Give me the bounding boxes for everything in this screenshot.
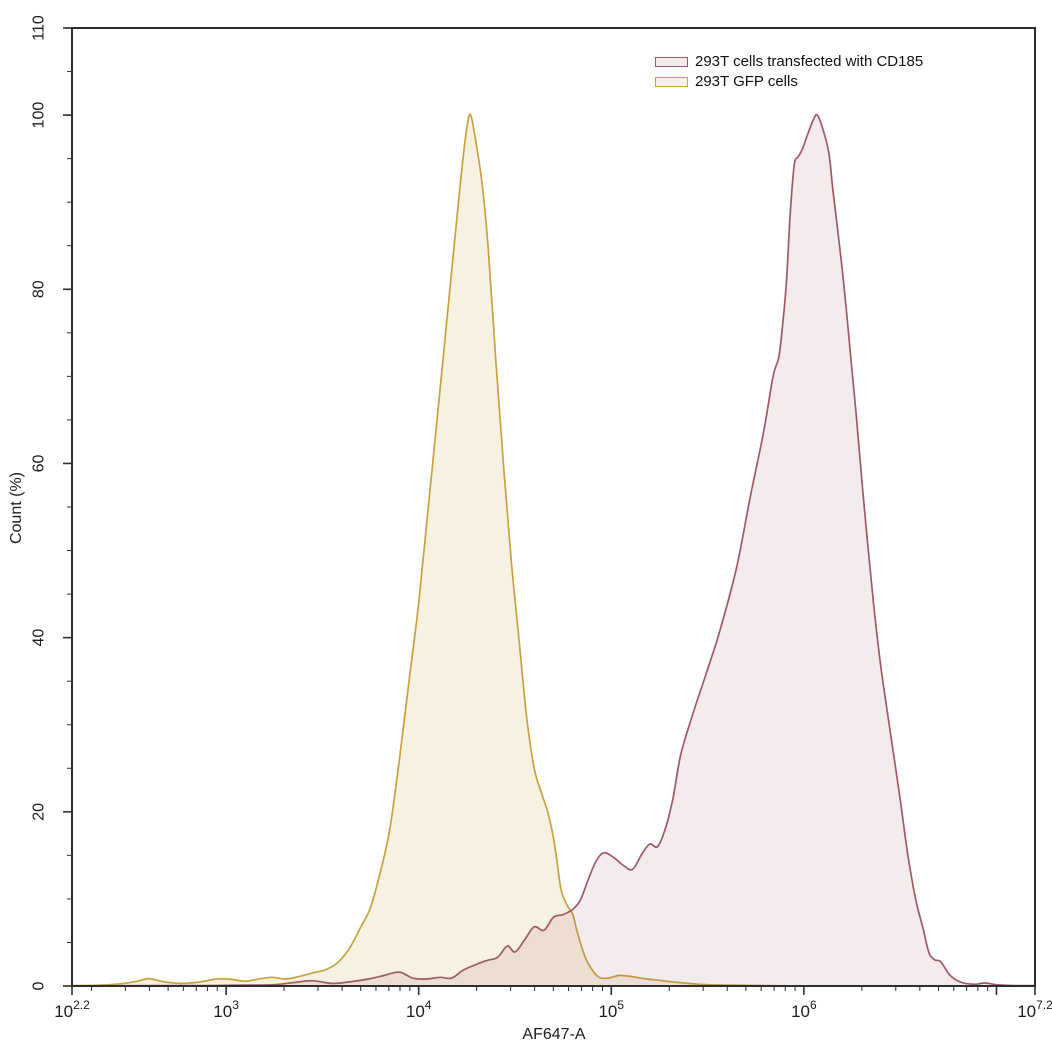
y-tick-label: 40 xyxy=(31,629,48,647)
legend-label-cd185: 293T cells transfected with CD185 xyxy=(695,53,924,70)
y-tick-label: 20 xyxy=(31,803,48,821)
y-tick-label: 0 xyxy=(31,981,48,990)
x-tick-label: 103 xyxy=(213,998,239,1021)
x-axis-title: AF647-A xyxy=(522,1026,586,1043)
x-tick-label: 102.2 xyxy=(54,998,90,1021)
y-tick-label: 110 xyxy=(31,15,48,41)
series-line-0 xyxy=(71,113,1036,987)
legend-swatch-cd185-icon xyxy=(655,57,688,67)
y-axis-title: Count (%) xyxy=(8,471,25,545)
series-line-1 xyxy=(71,113,1036,987)
x-tick-label: 104 xyxy=(406,998,432,1021)
y-tick-label: 80 xyxy=(31,280,48,298)
legend-label-gfp: 293T GFP cells xyxy=(695,73,798,90)
legend-swatch-gfp-icon xyxy=(655,77,688,87)
legend-item-cd185: 293T cells transfected with CD185 xyxy=(655,52,923,72)
y-tick-label: 60 xyxy=(31,454,48,472)
x-tick-label: 107.2 xyxy=(1017,998,1052,1021)
y-tick-label: 100 xyxy=(31,102,48,129)
legend: 293T cells transfected with CD185 293T G… xyxy=(655,52,923,92)
x-tick-label: 106 xyxy=(791,998,817,1021)
x-tick-label: 105 xyxy=(598,998,624,1021)
legend-item-gfp: 293T GFP cells xyxy=(655,72,923,92)
series-area-0 xyxy=(72,114,1035,986)
